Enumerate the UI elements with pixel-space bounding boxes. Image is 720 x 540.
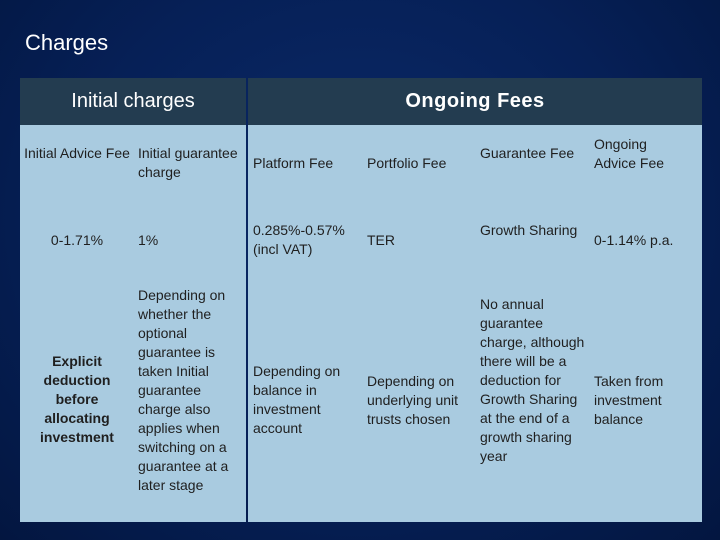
ongoing-fees-header: Ongoing Fees	[248, 78, 702, 125]
note-portfolio-fee: Depending on underlying unit trusts chos…	[367, 373, 459, 427]
note-platform-fee: Depending on balance in investment accou…	[253, 363, 341, 436]
col-header-ongoing-advice-fee: Ongoing Advice Fee	[594, 136, 665, 171]
note-ongoing-advice-fee: Taken from investment balance	[594, 373, 664, 427]
col-header-portfolio-fee: Portfolio Fee	[367, 155, 447, 171]
rate-initial-guarantee-charge: 1%	[138, 232, 159, 248]
col-header-initial-guarantee-charge: Initial guarantee charge	[138, 145, 238, 180]
rate-guarantee-fee: Growth Sharing	[480, 222, 578, 238]
note-guarantee-fee: No annual guarantee charge, although the…	[480, 296, 585, 464]
slide-title: Charges	[25, 30, 109, 55]
rate-ongoing-advice-fee: 0-1.14% p.a.	[594, 232, 674, 248]
initial-charges-panel	[20, 125, 246, 522]
initial-charges-header: Initial charges	[20, 78, 246, 125]
note-initial-advice-fee: Explicit deduction before allocating inv…	[40, 353, 114, 445]
col-header-guarantee-fee: Guarantee Fee	[480, 145, 575, 161]
col-header-initial-advice-fee: Initial Advice Fee	[24, 145, 130, 161]
col-header-platform-fee: Platform Fee	[253, 155, 334, 171]
rate-platform-fee: 0.285%-0.57% (incl VAT)	[253, 222, 345, 257]
rate-portfolio-fee: TER	[367, 232, 395, 248]
rate-initial-advice-fee: 0-1.71%	[50, 232, 104, 248]
ongoing-fees-panel	[248, 125, 702, 522]
note-initial-guarantee-charge: Depending on whether the optional guaran…	[138, 287, 229, 493]
